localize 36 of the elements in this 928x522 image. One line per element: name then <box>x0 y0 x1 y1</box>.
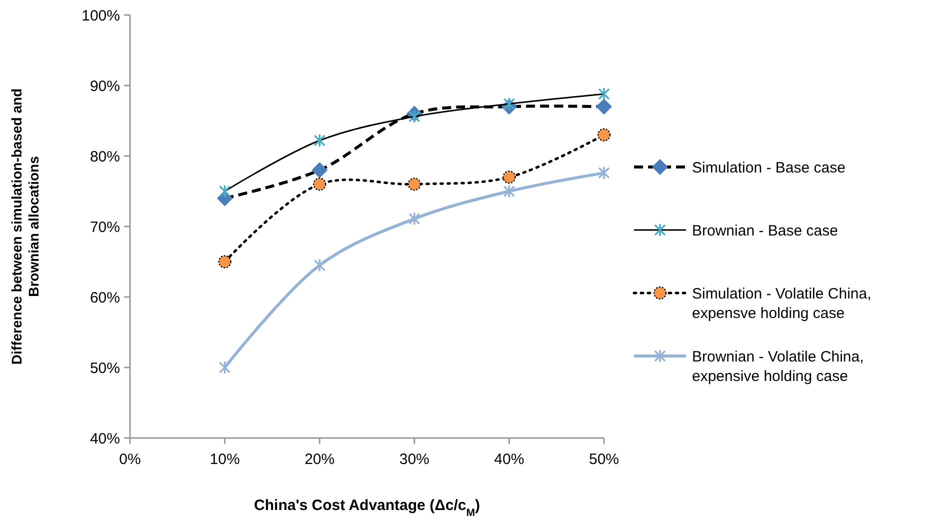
point <box>597 128 611 142</box>
y-tick-label: 40% <box>90 430 120 448</box>
point <box>312 162 328 178</box>
y-tick-label: 90% <box>90 78 120 95</box>
x-axis-title: China's Cost Advantage (Δc/c$_{M}$) <box>254 497 480 519</box>
legend-label: Simulation - Base case <box>692 159 846 176</box>
y-tick-label: 70% <box>90 218 120 236</box>
point <box>218 255 232 268</box>
point <box>503 96 516 111</box>
x-tick-label: 30% <box>399 451 430 468</box>
point <box>218 184 231 198</box>
point <box>313 178 326 191</box>
x-tick-label: 10% <box>210 451 240 468</box>
point <box>314 134 326 148</box>
y-axis-title: Difference between simulation-based and Brownian allocations <box>8 88 42 365</box>
x-tick-label: 50% <box>588 451 620 468</box>
legend-label: Brownian - Volatile China, expensive holding case <box>692 348 864 385</box>
y-tick-label: 50% <box>90 360 120 377</box>
point <box>596 98 612 115</box>
legend-label: Brownian - Base case <box>692 222 838 240</box>
point <box>314 258 326 272</box>
point <box>503 184 516 198</box>
y-tick-label: 100% <box>82 7 120 24</box>
point <box>598 166 610 180</box>
x-tick-label: 40% <box>494 451 524 468</box>
point <box>598 87 610 101</box>
point <box>408 212 420 226</box>
legend-label: Simulation - Volatile China, expensve holding case <box>692 285 872 322</box>
point <box>408 178 421 191</box>
x-tick-label: 20% <box>304 451 335 468</box>
y-tick-label: 80% <box>90 148 120 166</box>
y-tick-label: 60% <box>90 289 120 306</box>
point <box>218 360 231 374</box>
x-tick-label: 0% <box>119 451 141 468</box>
point <box>408 110 420 124</box>
point <box>502 170 516 184</box>
